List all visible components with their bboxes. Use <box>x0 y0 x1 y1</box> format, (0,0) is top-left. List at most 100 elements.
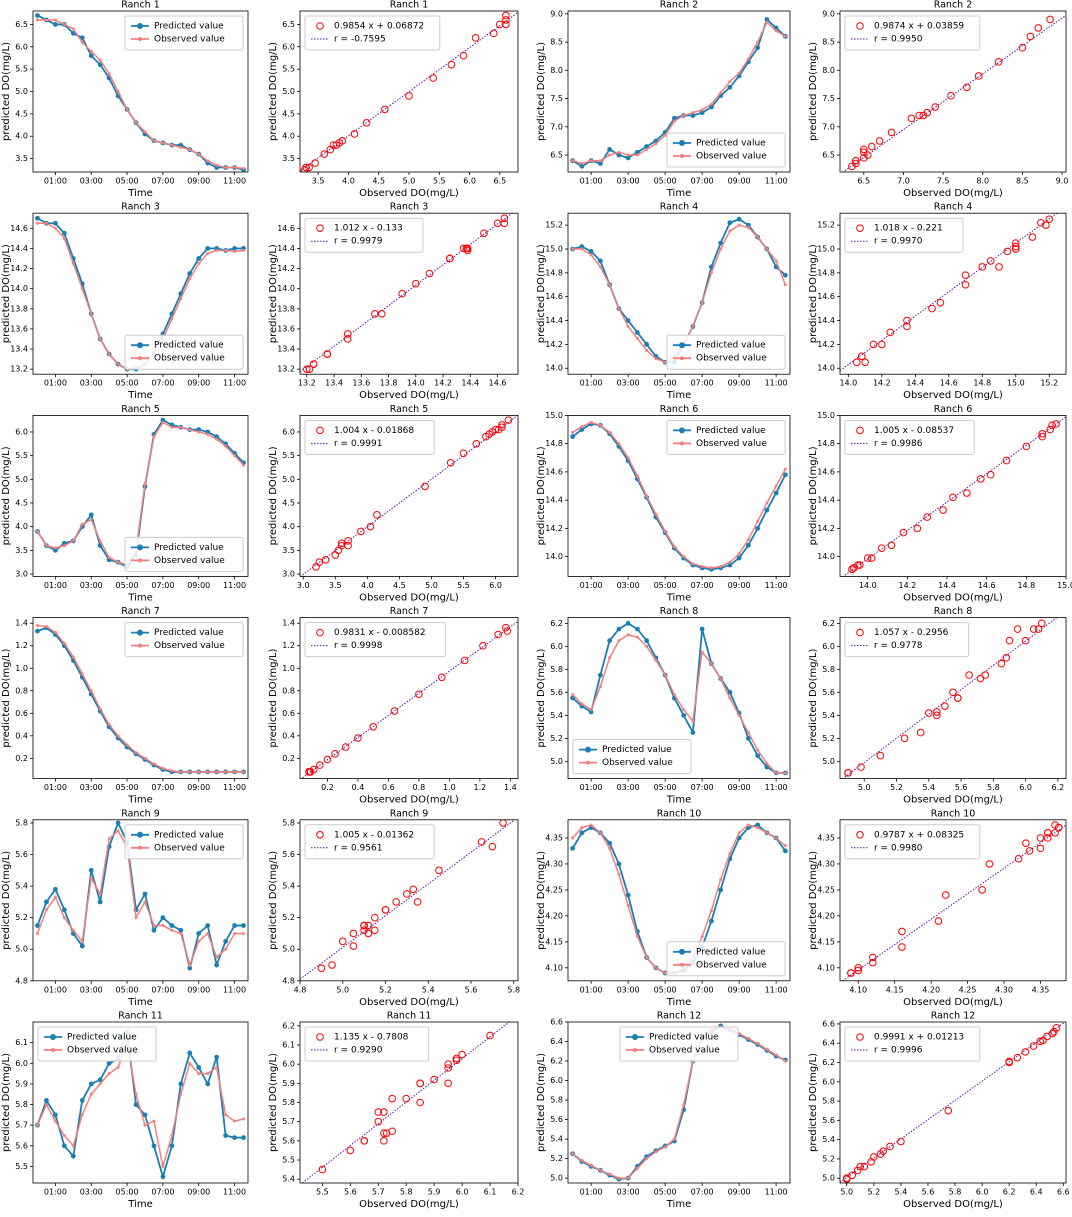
observed-marker <box>224 770 228 774</box>
observed-marker <box>197 770 201 774</box>
x-tick-label: 14.8 <box>973 379 991 388</box>
y-tick-label: 5.4 <box>282 882 295 891</box>
y-tick-label: 5.8 <box>550 1096 563 1105</box>
scatter-point <box>488 842 497 851</box>
scatter-point <box>452 1056 461 1065</box>
x-tick-label: 14.6 <box>940 379 958 388</box>
observed-marker <box>89 689 93 693</box>
x-tick-label: 6.5 <box>493 177 506 186</box>
legend: 1.005 x - 0.08537 r = 0.9986 <box>844 419 975 455</box>
observed-marker <box>663 360 667 364</box>
scatter-point <box>986 257 995 265</box>
x-tick-label: 6.0 <box>456 1188 469 1197</box>
observed-marker <box>116 90 120 93</box>
y-tick-label: 6.1 <box>282 1041 295 1050</box>
x-tick-label: 14.6 <box>978 581 996 590</box>
observed-marker <box>654 658 658 662</box>
x-tick-label: 09:00 <box>728 581 751 590</box>
x-tick-label: 5.4 <box>895 1188 908 1197</box>
scatter-point <box>1045 215 1054 223</box>
y-tick-label: 13.2 <box>277 365 295 374</box>
scatter-point <box>479 641 487 650</box>
predicted-marker <box>88 53 94 59</box>
predicted-marker <box>232 246 237 251</box>
scatter-point <box>338 937 347 946</box>
legend-marker <box>137 831 143 838</box>
y-tick-label: 1.0 <box>282 664 295 673</box>
legend-label: r = 0.9986 <box>874 439 923 449</box>
predicted-marker <box>142 1112 148 1118</box>
y-axis-label: predicted DO(mg/L) <box>1 42 12 141</box>
y-axis-label: predicted DO(mg/L) <box>808 851 819 950</box>
series-line <box>572 622 786 774</box>
observed-marker <box>700 935 704 939</box>
x-tick-label: 11:00 <box>223 177 246 186</box>
observed-marker <box>691 324 695 328</box>
plot-area <box>570 420 788 572</box>
predicted-marker <box>52 1112 58 1118</box>
x-tick-label: 14.6 <box>489 379 507 388</box>
observed-marker <box>608 153 612 157</box>
observed-marker <box>152 435 156 439</box>
observed-marker <box>80 1113 84 1117</box>
x-tick-label: 5.0 <box>425 581 438 590</box>
legend: 1.135 x - 0.7808 r = 0.9290 <box>304 1026 430 1062</box>
scatter-point <box>502 11 510 20</box>
x-tick-label: 6.0 <box>1019 783 1032 792</box>
predicted-marker <box>644 144 650 149</box>
scatter-point <box>458 1050 466 1059</box>
predicted-marker <box>115 820 121 826</box>
predicted-marker <box>205 1081 211 1087</box>
x-axis-label: Time <box>666 188 691 199</box>
observed-marker <box>663 1145 667 1149</box>
observed-marker <box>197 430 201 434</box>
observed-marker <box>233 1119 237 1123</box>
observed-marker <box>80 939 84 943</box>
y-tick-label: 3.5 <box>15 154 28 163</box>
legend-label: Predicted value <box>696 947 766 957</box>
x-tick-label: 5.7 <box>372 1188 385 1197</box>
legend-marker <box>679 140 685 146</box>
x-tick-label: 07:00 <box>691 581 714 590</box>
scatter-point <box>1038 429 1047 438</box>
scatter-point <box>337 539 346 548</box>
scatter-point <box>995 263 1003 271</box>
x-tick-label: 14.2 <box>898 581 916 590</box>
legend-marker <box>679 948 685 955</box>
axes-frame <box>299 1021 519 1184</box>
observed-marker <box>152 762 156 766</box>
panel-title: Ranch 9 <box>390 808 429 819</box>
scatter-point <box>388 1094 397 1103</box>
y-tick-label: 14.4 <box>817 316 835 325</box>
scatter-point <box>326 145 335 154</box>
y-tick-label: 5.0 <box>282 945 295 954</box>
y-tick-label: 4.20 <box>545 911 563 920</box>
predicted-marker <box>88 867 94 873</box>
y-tick-label: 6.5 <box>550 151 563 160</box>
y-tick-label: 14.0 <box>277 284 295 293</box>
legend: 0.9991 x + 0.01213 r = 0.9996 <box>844 1026 981 1062</box>
x-tick-label: 4.5 <box>372 177 385 186</box>
observed-marker <box>188 148 192 152</box>
observed-marker <box>71 539 75 543</box>
observed-marker <box>728 696 732 700</box>
observed-marker <box>663 133 667 137</box>
observed-marker <box>645 494 649 498</box>
predicted-marker <box>634 149 640 155</box>
x-tick-label: 01:00 <box>580 985 603 994</box>
predicted-marker <box>625 892 631 898</box>
panel-title: Ranch 9 <box>121 808 160 819</box>
scatter-point <box>923 513 932 521</box>
legend-marker <box>680 962 684 967</box>
scatter-point <box>459 244 468 253</box>
scatter-point <box>887 128 896 137</box>
observed-marker <box>98 1082 102 1086</box>
predicted-marker <box>35 923 40 928</box>
scatter-point <box>944 1106 953 1115</box>
observed-marker <box>206 1072 210 1076</box>
x-tick-label: 13.6 <box>352 379 370 388</box>
y-axis-label: predicted DO(mg/L) <box>268 244 279 343</box>
x-tick-label: 09:00 <box>187 379 210 388</box>
y-tick-label: 5.5 <box>282 65 295 74</box>
scatter-point <box>494 630 502 639</box>
